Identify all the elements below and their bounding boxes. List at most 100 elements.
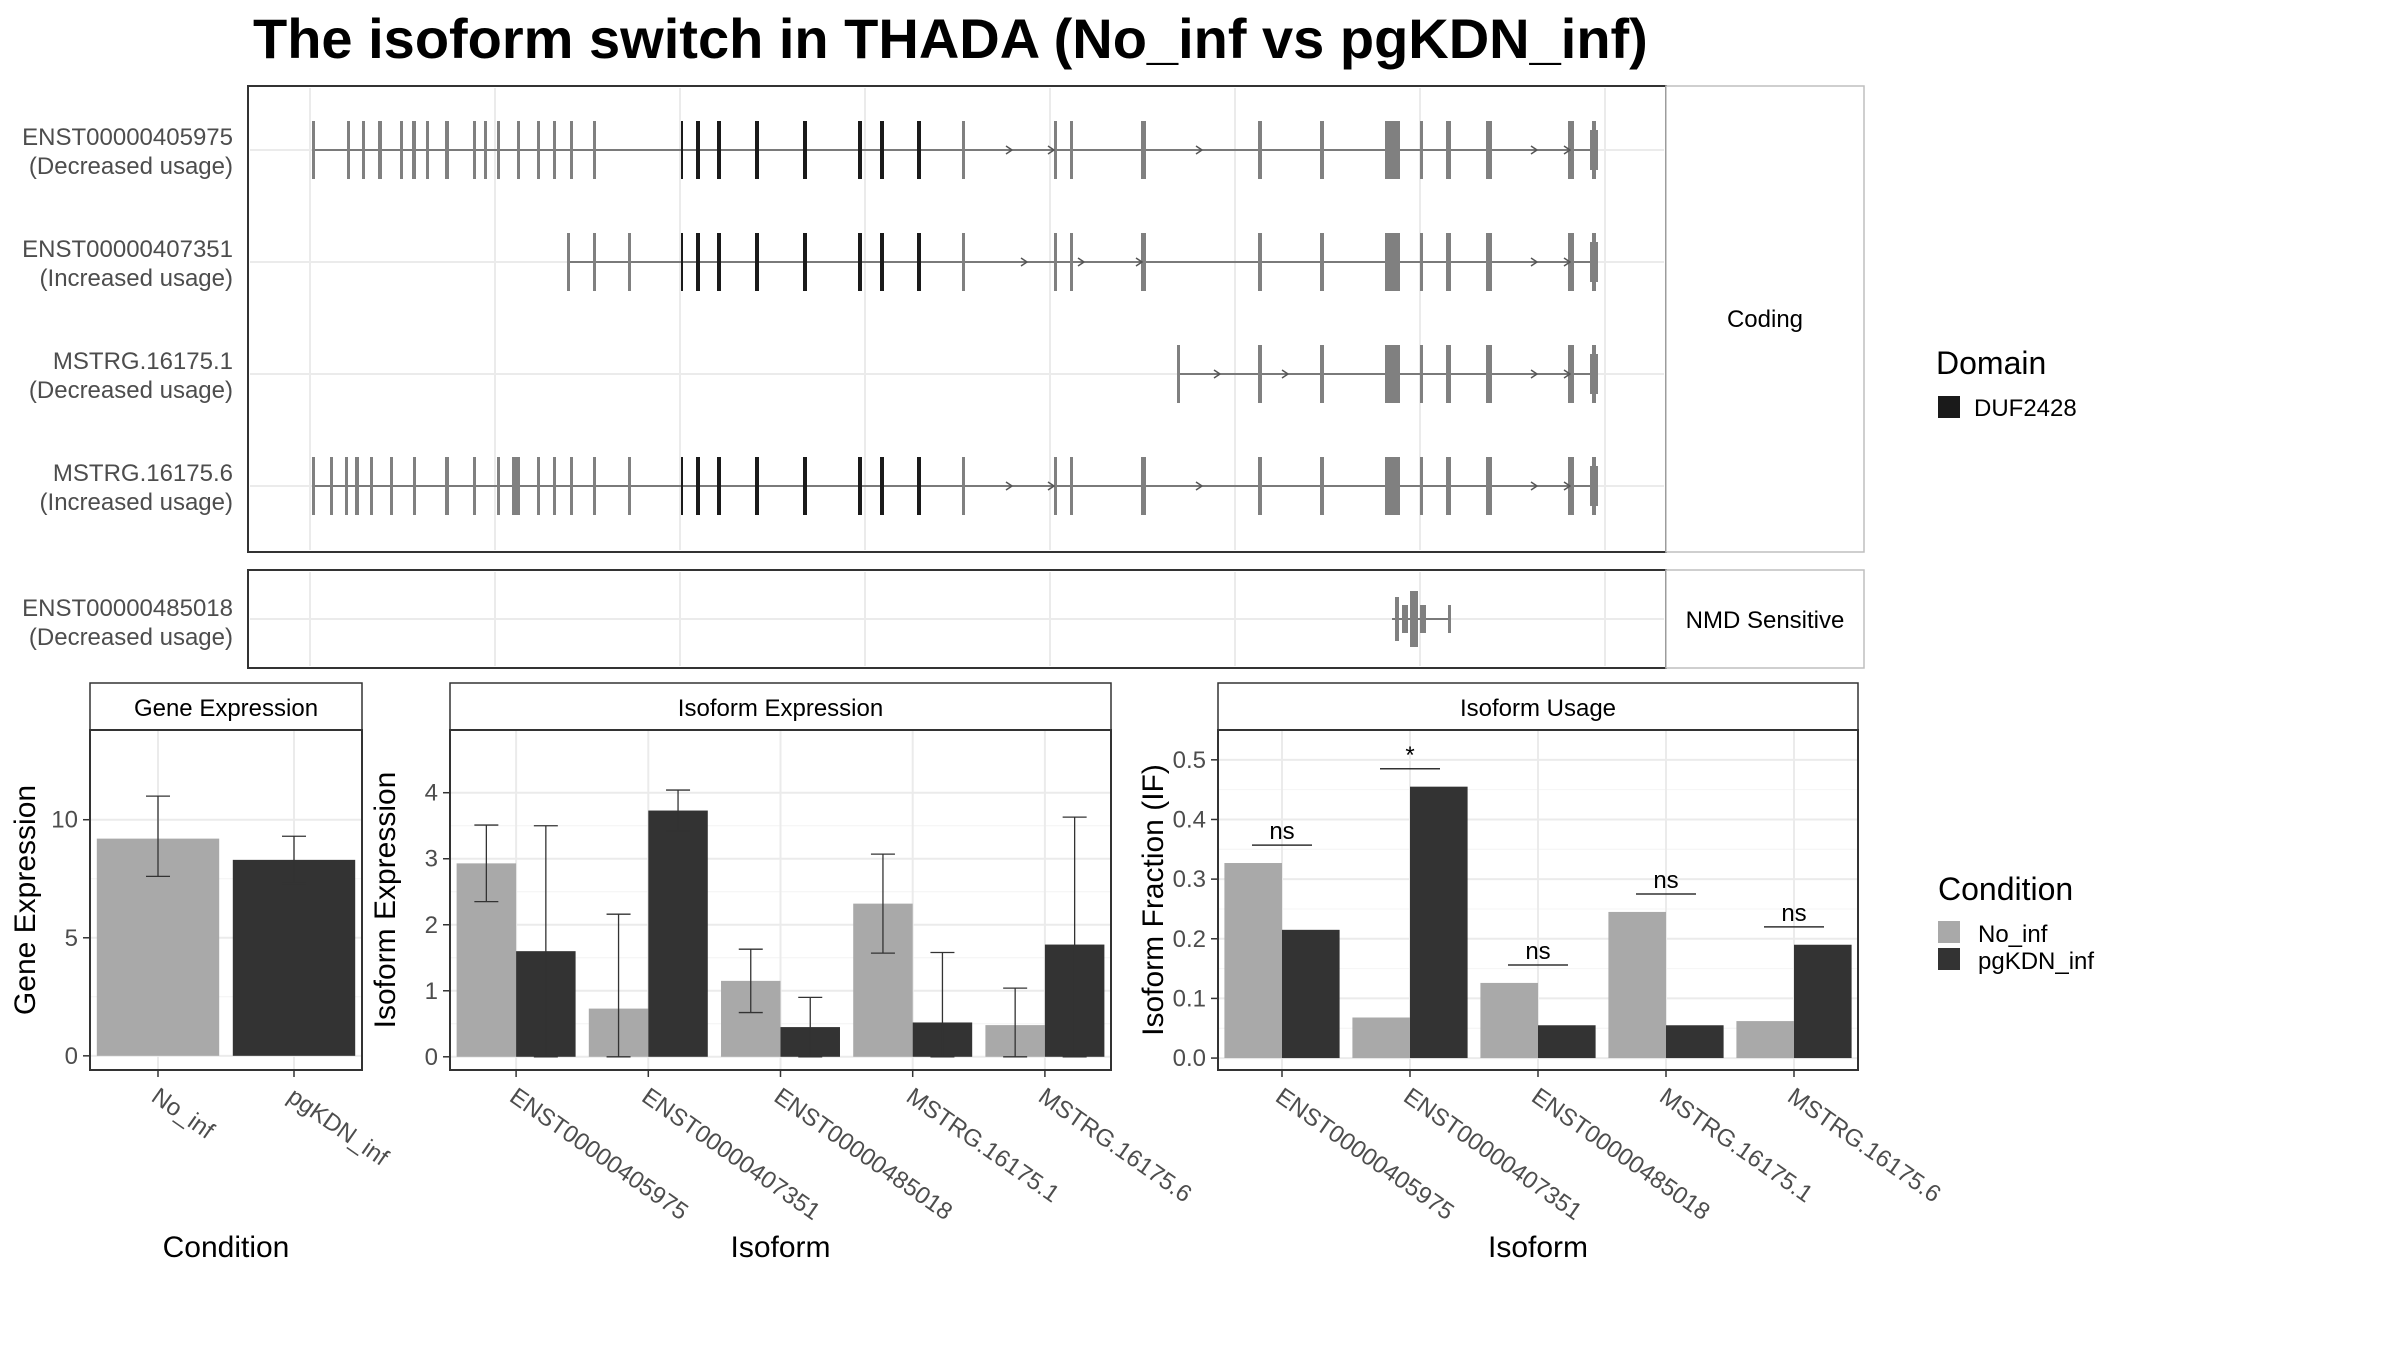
exon bbox=[1395, 597, 1399, 641]
exon bbox=[345, 457, 348, 515]
transcript-label-usage: (Decreased usage) bbox=[29, 624, 233, 651]
coding-panel bbox=[247, 85, 1667, 553]
y-tick-label: 0.2 bbox=[1173, 926, 1206, 953]
exon bbox=[370, 457, 373, 515]
domain-exon bbox=[696, 233, 700, 291]
transcript-label-id: ENST00000405975 bbox=[22, 124, 233, 151]
utr-exon bbox=[1590, 130, 1598, 170]
legend-label-pgkdn-inf: pgKDN_inf bbox=[1978, 948, 2094, 975]
exon bbox=[1385, 233, 1397, 291]
exon bbox=[593, 121, 596, 179]
strand-arrow bbox=[1563, 369, 1572, 379]
exon bbox=[1420, 457, 1423, 515]
exon bbox=[628, 457, 631, 515]
exon bbox=[593, 233, 596, 291]
strand-arrow bbox=[1005, 145, 1014, 155]
exon bbox=[570, 457, 573, 515]
y-tick-label: 4 bbox=[425, 780, 438, 807]
bar bbox=[1224, 863, 1282, 1059]
exon bbox=[497, 121, 500, 179]
exon bbox=[537, 457, 540, 515]
y-tick-label: 2 bbox=[425, 912, 438, 939]
exon bbox=[1420, 605, 1426, 633]
domain-exon bbox=[880, 121, 884, 179]
exon bbox=[1258, 121, 1262, 179]
panel-strip bbox=[1217, 682, 1859, 731]
exon bbox=[312, 457, 315, 515]
bar bbox=[1282, 929, 1340, 1059]
bar bbox=[1736, 1021, 1794, 1059]
domain-exon bbox=[681, 457, 683, 515]
transcript-label-id: MSTRG.16175.6 bbox=[53, 460, 233, 487]
exon bbox=[1385, 345, 1397, 403]
figure-title: The isoform switch in THADA (No_inf vs p… bbox=[253, 7, 1648, 70]
nmd-strip bbox=[1665, 569, 1865, 669]
domain-exon bbox=[803, 233, 807, 291]
y-tick-label: 10 bbox=[51, 807, 78, 834]
exon bbox=[412, 121, 416, 179]
x-axis-title: Isoform bbox=[730, 1231, 830, 1264]
exon bbox=[312, 121, 315, 179]
exon bbox=[355, 457, 359, 515]
exon bbox=[484, 121, 487, 179]
exon bbox=[567, 233, 570, 291]
transcript-label-id: ENST00000407351 bbox=[22, 236, 233, 263]
exon bbox=[1410, 591, 1418, 647]
exon bbox=[1054, 233, 1057, 291]
domain-exon bbox=[755, 233, 759, 291]
exon bbox=[1141, 121, 1146, 179]
strand-arrow bbox=[1077, 257, 1086, 267]
x-axis-title: Isoform bbox=[1488, 1231, 1588, 1264]
domain-exon bbox=[717, 121, 721, 179]
strand-arrow bbox=[1213, 369, 1222, 379]
y-tick-label: 5 bbox=[65, 925, 78, 952]
exon bbox=[1397, 345, 1400, 403]
strand-arrow bbox=[1563, 481, 1572, 491]
x-tick-label: pgKDN_inf bbox=[283, 1083, 394, 1172]
domain-exon bbox=[696, 121, 700, 179]
domain-exon bbox=[803, 457, 807, 515]
exon bbox=[1141, 233, 1146, 291]
exon bbox=[426, 121, 429, 179]
transcript-label-id: MSTRG.16175.1 bbox=[53, 348, 233, 375]
exon bbox=[473, 457, 476, 515]
bar bbox=[1480, 982, 1538, 1059]
exon bbox=[553, 121, 556, 179]
exon bbox=[1446, 457, 1451, 515]
utr-exon bbox=[1590, 466, 1598, 506]
panel-strip-label: Isoform Usage bbox=[1460, 695, 1616, 722]
domain-exon bbox=[755, 457, 759, 515]
exon bbox=[1446, 233, 1451, 291]
strand-arrow bbox=[1020, 257, 1029, 267]
exon bbox=[512, 457, 520, 515]
exon bbox=[1258, 233, 1262, 291]
chart-panel-1: Isoform Expression01234ENST00000405975EN… bbox=[369, 682, 1196, 1264]
exon bbox=[378, 121, 382, 179]
exon bbox=[497, 457, 500, 515]
strand-arrow bbox=[1195, 145, 1204, 155]
domain-exon bbox=[717, 457, 721, 515]
chart-panel-2: Isoform Usage ns * ns ns ns 0.0 0.1 0.2 0.3 0.4 0.5… bbox=[1137, 682, 1946, 1264]
domain-exon bbox=[696, 457, 700, 515]
strand-arrow bbox=[1530, 369, 1539, 379]
exon bbox=[1486, 457, 1492, 515]
domain-legend-title: Domain bbox=[1936, 345, 2046, 381]
exon bbox=[1446, 121, 1451, 179]
panel-border bbox=[89, 729, 363, 1071]
transcript-tracks bbox=[312, 121, 1598, 647]
exon bbox=[1320, 457, 1324, 515]
bar bbox=[1410, 786, 1468, 1059]
exon bbox=[1448, 605, 1451, 633]
transcript-label-usage: (Increased usage) bbox=[40, 489, 233, 516]
coding-strip bbox=[1665, 85, 1865, 553]
exon bbox=[473, 121, 476, 179]
panel-strip bbox=[89, 682, 363, 731]
exon bbox=[1385, 121, 1397, 179]
exon bbox=[1258, 457, 1262, 515]
exon bbox=[1420, 121, 1423, 179]
panel-strip-label: Gene Expression bbox=[134, 695, 318, 722]
exon bbox=[1258, 345, 1262, 403]
y-axis-title: Isoform Expression bbox=[369, 772, 402, 1029]
legend-key-pgkdn-inf bbox=[1938, 948, 1960, 970]
exon bbox=[1320, 233, 1324, 291]
